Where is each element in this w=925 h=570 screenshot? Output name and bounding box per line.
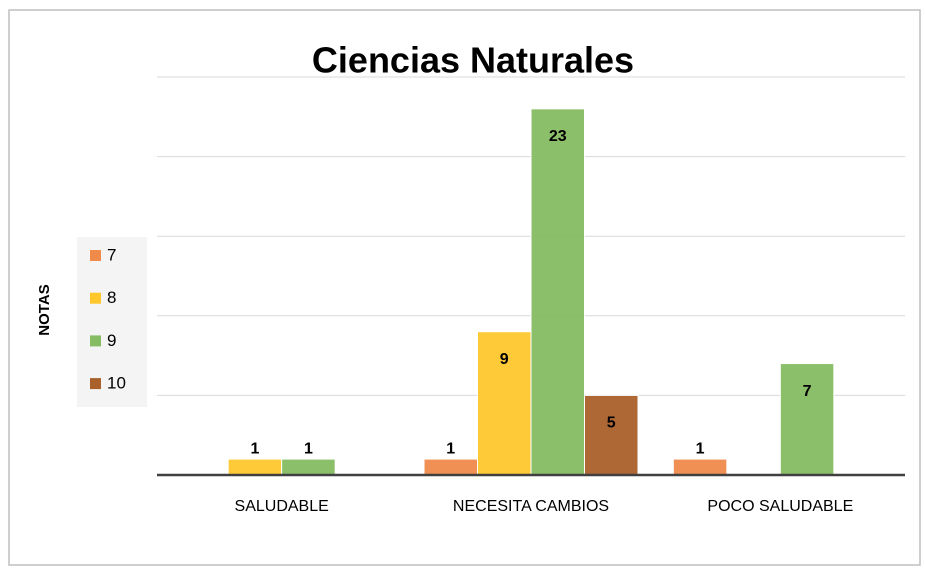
x-tick-label: SALUDABLE <box>235 498 329 515</box>
legend-label: 8 <box>107 288 116 307</box>
bar <box>530 108 585 476</box>
data-label: 1 <box>304 440 313 457</box>
bar <box>423 458 478 476</box>
legend-label: 10 <box>107 374 126 393</box>
data-label: 7 <box>803 383 812 400</box>
x-tick-label: NECESITA CAMBIOS <box>453 498 609 515</box>
legend-swatch <box>90 250 101 261</box>
data-label: 1 <box>696 440 705 457</box>
legend-box <box>77 237 147 407</box>
data-label: 1 <box>446 440 455 457</box>
data-label: 9 <box>500 351 509 368</box>
bar <box>227 458 283 476</box>
legend-swatch <box>90 292 101 304</box>
legend-swatch <box>90 335 101 347</box>
legend-label: 9 <box>107 331 116 350</box>
data-label: 23 <box>549 128 567 145</box>
bar <box>672 458 728 476</box>
legend-label: 7 <box>107 245 116 264</box>
legend-swatch <box>90 378 101 390</box>
data-label: 5 <box>607 415 616 432</box>
x-tick-label: POCO SALUDABLE <box>707 498 853 515</box>
chart-title: Ciencias Naturales <box>312 40 634 81</box>
bar <box>584 394 639 476</box>
bar <box>281 458 336 476</box>
bar <box>779 363 835 476</box>
data-label: 1 <box>250 440 259 457</box>
y-axis-label: NOTAS <box>36 284 53 335</box>
